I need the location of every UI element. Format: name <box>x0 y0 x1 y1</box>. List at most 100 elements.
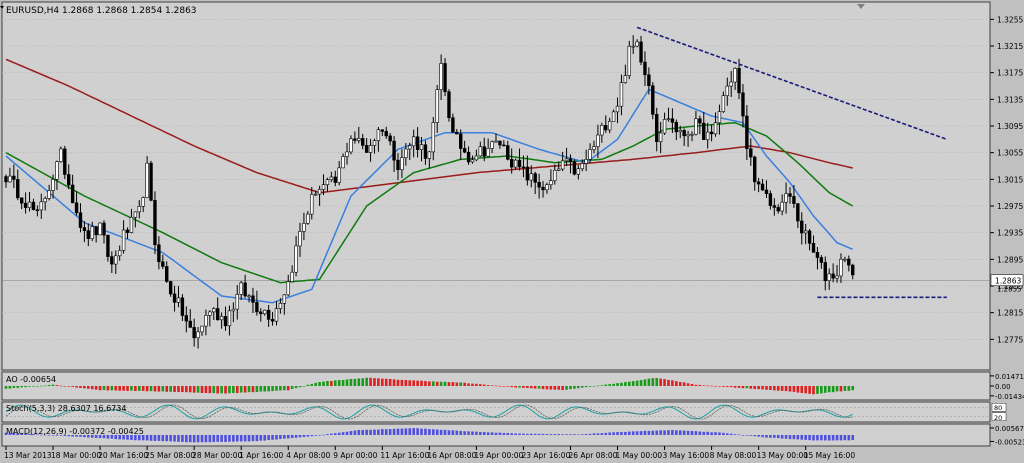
histogram-bar <box>322 434 325 436</box>
histogram-bar <box>247 386 251 393</box>
histogram-bar <box>4 432 8 435</box>
histogram-bar <box>514 433 517 435</box>
stoch-level-box <box>991 403 1007 412</box>
histogram-bar <box>79 435 82 437</box>
candle-bullish <box>121 229 126 251</box>
histogram-bar <box>631 431 635 435</box>
histogram-bar <box>757 386 760 390</box>
histogram-bar <box>447 430 451 435</box>
histogram-bar <box>459 430 463 435</box>
candle-bullish <box>470 159 475 163</box>
candle-bullish <box>114 255 118 265</box>
ao-axis: 0.01471 0.00 -0.01434 <box>990 373 1024 401</box>
candle-bearish <box>709 131 714 135</box>
candle-bearish <box>462 148 467 153</box>
histogram-bar <box>435 381 439 386</box>
candle-bullish <box>306 213 310 224</box>
histogram-bar <box>533 433 537 435</box>
candle-bearish <box>255 302 259 313</box>
histogram-bar <box>671 380 674 386</box>
histogram-bar <box>482 431 486 435</box>
histogram-bar <box>200 435 204 443</box>
stoch-level-box <box>991 412 1007 421</box>
histogram-bar <box>608 432 611 435</box>
histogram-bar <box>290 386 294 389</box>
histogram-bar <box>522 386 525 388</box>
ma-slow-line <box>5 58 853 194</box>
histogram-bar <box>655 377 659 386</box>
candle-bearish <box>353 138 357 141</box>
trendlines[interactable] <box>636 26 948 299</box>
histogram-bar <box>459 382 463 386</box>
candle-bullish <box>513 159 518 168</box>
price-pane[interactable]: 1.3255 1.3215 1.3175 1.3135 1.3095 1.3055 1.30… <box>0 1 1023 371</box>
histogram-bar <box>388 378 392 386</box>
histogram-bar <box>188 435 192 443</box>
candle-bearish <box>35 209 40 212</box>
histogram-bar <box>235 386 239 394</box>
candle-bullish <box>431 122 435 153</box>
histogram-bar <box>792 386 796 392</box>
histogram-bar <box>686 383 690 386</box>
histogram-bar <box>569 386 572 390</box>
candle-bearish <box>831 273 835 279</box>
histogram-bar <box>502 432 506 435</box>
candle-bullish <box>263 309 267 315</box>
histogram-bar <box>412 380 415 386</box>
candle-bullish <box>658 132 663 143</box>
chart-shift-marker-icon[interactable] <box>857 4 865 9</box>
histogram-bar <box>196 386 200 393</box>
histogram-bar <box>631 381 635 386</box>
histogram-bar <box>173 386 176 392</box>
candle-bearish <box>392 140 396 161</box>
price-tick-label: 1.3135 <box>997 95 1023 104</box>
candle-bullish <box>596 134 600 147</box>
histogram-bar <box>604 384 608 386</box>
candle-bullish <box>98 222 102 236</box>
candle-bearish <box>188 320 192 328</box>
histogram-bar <box>545 433 549 435</box>
histogram-bar <box>773 435 776 438</box>
histogram-bar <box>506 386 510 387</box>
candle-bullish <box>494 140 498 143</box>
histogram-bar <box>678 381 682 386</box>
histogram-bar <box>827 435 831 441</box>
candle-bearish <box>251 295 255 303</box>
histogram-bar <box>510 386 513 388</box>
ao-indicator-pane[interactable]: 0.01471 0.00 -0.01434 AO -0.00654 <box>1 371 1024 401</box>
histogram-bar <box>490 432 494 435</box>
candle-bullish <box>141 197 145 207</box>
candle-bullish <box>721 95 726 112</box>
candle-bullish <box>27 201 32 208</box>
histogram-bar <box>749 435 753 436</box>
histogram-bar <box>663 430 666 435</box>
candle-bullish <box>717 111 722 124</box>
histogram-bar <box>808 386 811 394</box>
candle-bullish <box>400 157 404 171</box>
histogram-bar <box>698 384 702 386</box>
histogram-bar <box>843 386 847 391</box>
histogram-bar <box>769 435 772 438</box>
candle-bullish <box>212 308 216 313</box>
histogram-bar <box>279 386 282 391</box>
histogram-bar <box>306 384 310 386</box>
histogram-bar <box>345 431 349 435</box>
histogram-bar <box>616 383 619 386</box>
candle-bearish <box>364 145 369 153</box>
header-dropdown-icon[interactable] <box>0 6 4 9</box>
macd-pane[interactable]: 0.00567 -0.00523 MACD(12,26,9) -0.00372 -… <box>1 423 1024 447</box>
candle-bearish <box>165 266 169 282</box>
histogram-bar <box>420 380 423 386</box>
candle-bearish <box>815 252 820 258</box>
histogram-bar <box>8 386 12 389</box>
candle-bullish <box>529 173 533 181</box>
histogram-bar <box>608 384 611 386</box>
histogram-bar <box>220 386 223 394</box>
histogram-bar <box>110 386 114 391</box>
histogram-bar <box>467 431 470 435</box>
histogram-bar <box>290 435 294 438</box>
candle-bearish <box>86 230 91 239</box>
candle-bearish <box>702 122 706 140</box>
histogram-bar <box>310 435 314 437</box>
